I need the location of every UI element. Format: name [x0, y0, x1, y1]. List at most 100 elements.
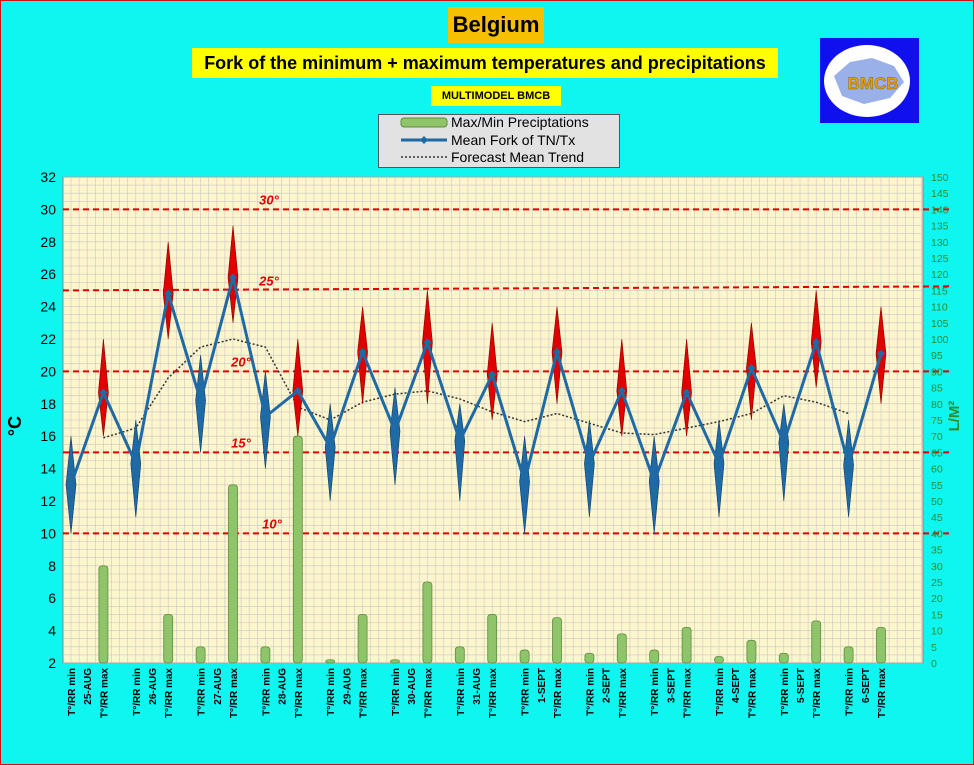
- precip-bar: [584, 652, 595, 664]
- precip-bar: [811, 620, 822, 664]
- x-tick-label: T°/RR max: [618, 668, 629, 719]
- mean-point: [585, 459, 594, 468]
- precip-bar: [843, 646, 854, 664]
- precip-bar: [292, 435, 303, 664]
- y2-tick-label: 90: [931, 366, 943, 378]
- precip-bar: [98, 565, 109, 664]
- y-axis-label: °C: [5, 416, 25, 436]
- y-tick-label: 16: [40, 428, 56, 444]
- bmcb-logo: BMCB: [820, 38, 919, 123]
- precip-bar: [390, 659, 400, 664]
- mean-point: [812, 338, 821, 347]
- y2-tick-label: 85: [931, 383, 943, 395]
- mean-point: [391, 427, 399, 436]
- precip-bar: [876, 626, 886, 664]
- x-tick-label: T°/RR min: [456, 668, 467, 716]
- threshold-label: 15°: [231, 435, 251, 450]
- y-tick-label: 8: [48, 558, 56, 574]
- x-tick-label: T°/RR min: [261, 668, 272, 716]
- mean-point: [293, 386, 302, 395]
- fork-diamond: [713, 419, 725, 518]
- precip-bar: [714, 656, 724, 664]
- y2-tick-label: 145: [931, 188, 949, 200]
- x-tick-label: T°/RR max: [423, 668, 434, 719]
- mean-point: [779, 438, 788, 447]
- mean-point: [326, 443, 335, 452]
- y-tick-label: 12: [40, 493, 56, 509]
- x-date-label: 5-SEPT: [796, 668, 807, 703]
- x-tick-label: T°/RR max: [812, 668, 823, 719]
- y2-tick-label: 100: [931, 334, 949, 346]
- y-tick-label: 10: [40, 525, 56, 541]
- x-date-label: 4-SEPT: [731, 668, 742, 703]
- threshold-line: [62, 285, 950, 292]
- grid-lines: [63, 176, 923, 664]
- precip-bar: [649, 649, 660, 664]
- x-date-label: 26-AUG: [148, 668, 159, 705]
- x-tick-label: T°/RR max: [359, 668, 370, 719]
- precip-bar: [778, 652, 789, 664]
- mean-point: [488, 370, 497, 379]
- y-tick-label: 22: [40, 331, 56, 347]
- x-axis: T°/RR min T°/RR max T°/RR min T°/RR max T°/R…: [67, 668, 888, 719]
- legend-mean-marker: [420, 136, 428, 144]
- x-date-label: 27-AUG: [213, 668, 224, 705]
- x-tick-label: T°/RR min: [67, 668, 78, 716]
- y-tick-label: 18: [40, 396, 56, 412]
- y-tick-label: 6: [48, 590, 56, 606]
- mean-point: [877, 349, 885, 358]
- precip-bar: [325, 659, 336, 664]
- x-tick-label: T°/RR min: [391, 668, 402, 716]
- precip-bar: [195, 646, 206, 664]
- y2-axis-label: L/M²: [946, 401, 963, 432]
- y2-tick-label: 80: [931, 399, 943, 411]
- x-tick-label: T°/RR min: [197, 668, 208, 716]
- precip-bar: [260, 646, 271, 664]
- y2-tick-label: 30: [931, 561, 943, 573]
- legend-trend-label: Forecast Mean Trend: [451, 149, 584, 165]
- y2-tick-label: 105: [931, 318, 949, 330]
- x-date-label: 30-AUG: [407, 668, 418, 705]
- y2-tick-label: 25: [931, 577, 943, 589]
- mean-point: [196, 396, 205, 405]
- fork-diamond: [422, 290, 433, 404]
- x-date-label: 29-AUG: [342, 668, 353, 705]
- chart-subtitle: Fork of the minimum + maximum temperatur…: [192, 48, 778, 78]
- x-date-label: 31-AUG: [472, 668, 483, 705]
- y2-tick-label: 95: [931, 350, 943, 362]
- threshold-label: 30°: [259, 192, 279, 207]
- y2-tick-label: 150: [931, 172, 949, 184]
- y2-tick-label: 70: [931, 431, 943, 443]
- precip-bar: [616, 633, 627, 664]
- y2-tick-label: 15: [931, 609, 943, 621]
- mean-point: [67, 480, 75, 489]
- x-tick-label: T°/RR max: [99, 668, 110, 719]
- x-tick-label: T°/RR min: [521, 668, 532, 716]
- threshold-label: 25°: [258, 273, 279, 288]
- y2-tick-label: 45: [931, 512, 943, 524]
- y2-tick-label: 35: [931, 545, 943, 557]
- mean-point: [229, 273, 237, 282]
- y-tick-label: 14: [40, 461, 56, 477]
- precip-bar: [228, 484, 238, 664]
- y-tick-label: 20: [40, 363, 56, 379]
- y-tick-label: 28: [40, 234, 56, 250]
- mean-point: [520, 477, 529, 486]
- y2-tick-label: 110: [931, 302, 948, 314]
- mean-point: [455, 437, 464, 446]
- mean-point: [844, 461, 853, 470]
- threshold-label: 10°: [262, 516, 282, 531]
- y2-tick-label: 20: [931, 593, 943, 605]
- y2-tick-label: 60: [931, 464, 943, 476]
- mean-point: [131, 459, 140, 468]
- x-tick-label: T°/RR min: [132, 668, 143, 716]
- x-date-label: 25-AUG: [83, 668, 94, 705]
- legend-mean-label: Mean Fork of TN/Tx: [451, 132, 575, 148]
- y2-tick-label: 120: [931, 269, 949, 281]
- x-tick-label: T°/RR max: [164, 668, 175, 719]
- precip-bars: [98, 435, 886, 664]
- y2-tick-label: 5: [931, 642, 937, 654]
- model-label: MULTIMODEL BMCB: [431, 86, 561, 106]
- y2-tick-label: 140: [931, 204, 949, 216]
